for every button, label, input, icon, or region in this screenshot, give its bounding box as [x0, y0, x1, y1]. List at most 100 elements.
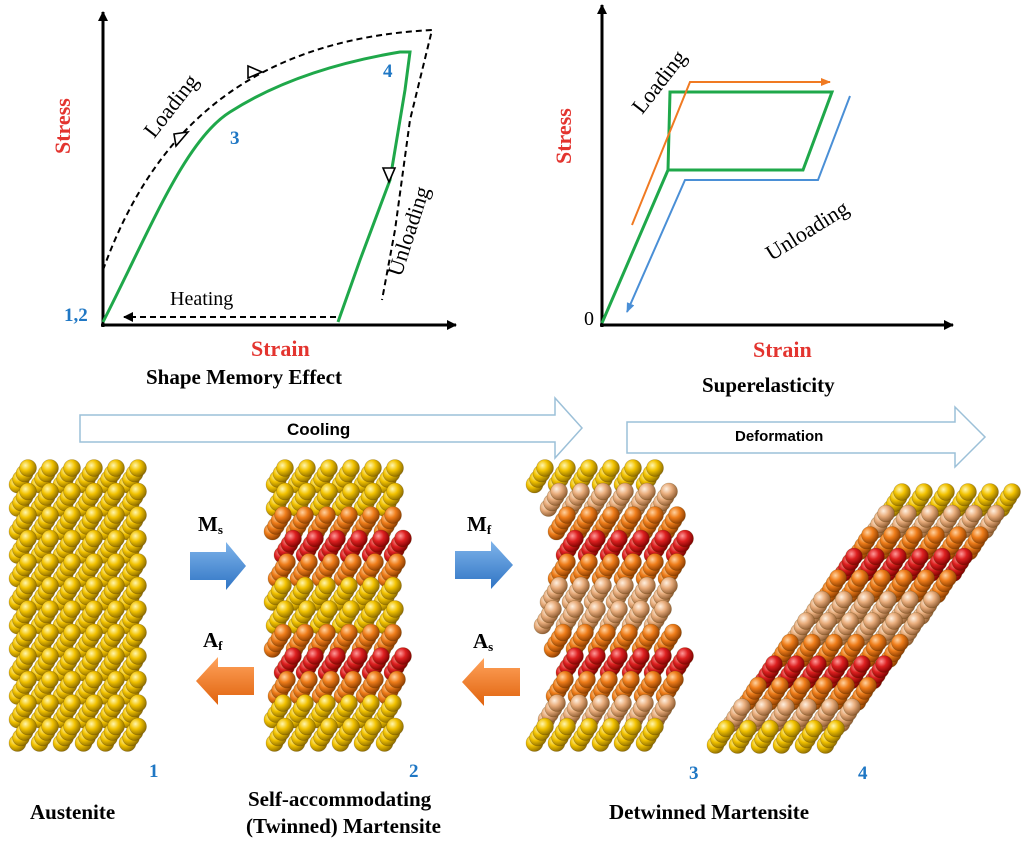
atom [644, 670, 662, 689]
as-label: As [473, 629, 494, 655]
atom [668, 506, 686, 524]
atom [129, 459, 147, 477]
atom [783, 719, 801, 738]
se-origin-label: 0 [584, 308, 594, 330]
atom [19, 647, 37, 665]
atom [344, 670, 362, 689]
sme-heating-label: Heating [170, 288, 234, 310]
atom [943, 504, 961, 523]
atom [654, 600, 672, 618]
atom [19, 670, 37, 689]
atom [885, 612, 903, 630]
atom [63, 623, 81, 642]
atom [588, 529, 606, 548]
atom [85, 600, 103, 618]
atom [318, 506, 336, 524]
atom [558, 553, 576, 571]
atom [85, 482, 103, 501]
atom [296, 623, 314, 642]
atom [107, 670, 125, 689]
atom [837, 676, 855, 695]
atom [276, 459, 294, 477]
atom [841, 612, 859, 630]
atom [107, 553, 125, 571]
atom [959, 483, 977, 501]
atom [386, 600, 404, 618]
atom [616, 482, 634, 501]
atom [570, 694, 588, 712]
atom [949, 526, 967, 544]
atom [869, 633, 887, 652]
atom [658, 694, 676, 712]
atom [867, 547, 885, 566]
cooling-label: Cooling [287, 420, 351, 439]
atom [41, 529, 59, 548]
atom [638, 482, 656, 501]
atom [41, 623, 59, 642]
atom [129, 600, 147, 618]
atom [342, 459, 360, 477]
atom [676, 647, 694, 665]
atom [63, 670, 81, 689]
sme-chart [98, 11, 457, 330]
atom [733, 698, 751, 716]
atom [616, 576, 634, 595]
atom [632, 647, 650, 665]
atom [580, 553, 598, 571]
atom [624, 506, 642, 524]
atom [318, 576, 336, 595]
atom [660, 576, 678, 595]
atom [85, 694, 103, 712]
atom [41, 694, 59, 712]
atom [907, 612, 925, 630]
atom [660, 482, 678, 501]
atom [899, 504, 917, 523]
atom [129, 482, 147, 501]
atom [300, 553, 318, 571]
atom [853, 655, 871, 673]
atom [875, 655, 893, 673]
atom [344, 553, 362, 571]
atom [893, 483, 911, 501]
atom [843, 698, 861, 716]
atom [278, 553, 296, 571]
se-loading-arrow [631, 78, 831, 226]
atom [350, 529, 368, 548]
atom [600, 670, 618, 689]
atom [276, 482, 294, 501]
atom [85, 553, 103, 571]
atom [41, 576, 59, 595]
atom [797, 612, 815, 630]
mf-label: Mf [467, 512, 492, 538]
atom [566, 647, 584, 665]
atom [873, 569, 891, 587]
deformation-banner-arrow [626, 405, 987, 469]
atom [41, 647, 59, 665]
atom [300, 670, 318, 689]
atom [602, 459, 620, 477]
stage-2-name-line2: (Twinned) Martensite [246, 814, 441, 838]
atom [646, 553, 664, 571]
atom [63, 694, 81, 712]
atom [386, 482, 404, 501]
atom [129, 623, 147, 642]
atom [927, 526, 945, 544]
atom [883, 526, 901, 544]
atom [632, 600, 650, 618]
cooling-banner-arrow [79, 396, 584, 460]
se-title: Superelasticity [702, 373, 835, 397]
atom [550, 482, 568, 501]
atom [85, 529, 103, 548]
atom [129, 506, 147, 524]
atom [917, 569, 935, 587]
sme-title: Shape Memory Effect [146, 365, 342, 389]
atom [63, 600, 81, 618]
atom [847, 633, 865, 652]
atom [63, 553, 81, 571]
stage-3-number: 3 [689, 763, 699, 784]
atom [831, 655, 849, 673]
block-arrow-left-icon [196, 657, 254, 705]
atom [666, 670, 684, 689]
atom [322, 553, 340, 571]
sme-y-label: Stress [50, 98, 75, 154]
